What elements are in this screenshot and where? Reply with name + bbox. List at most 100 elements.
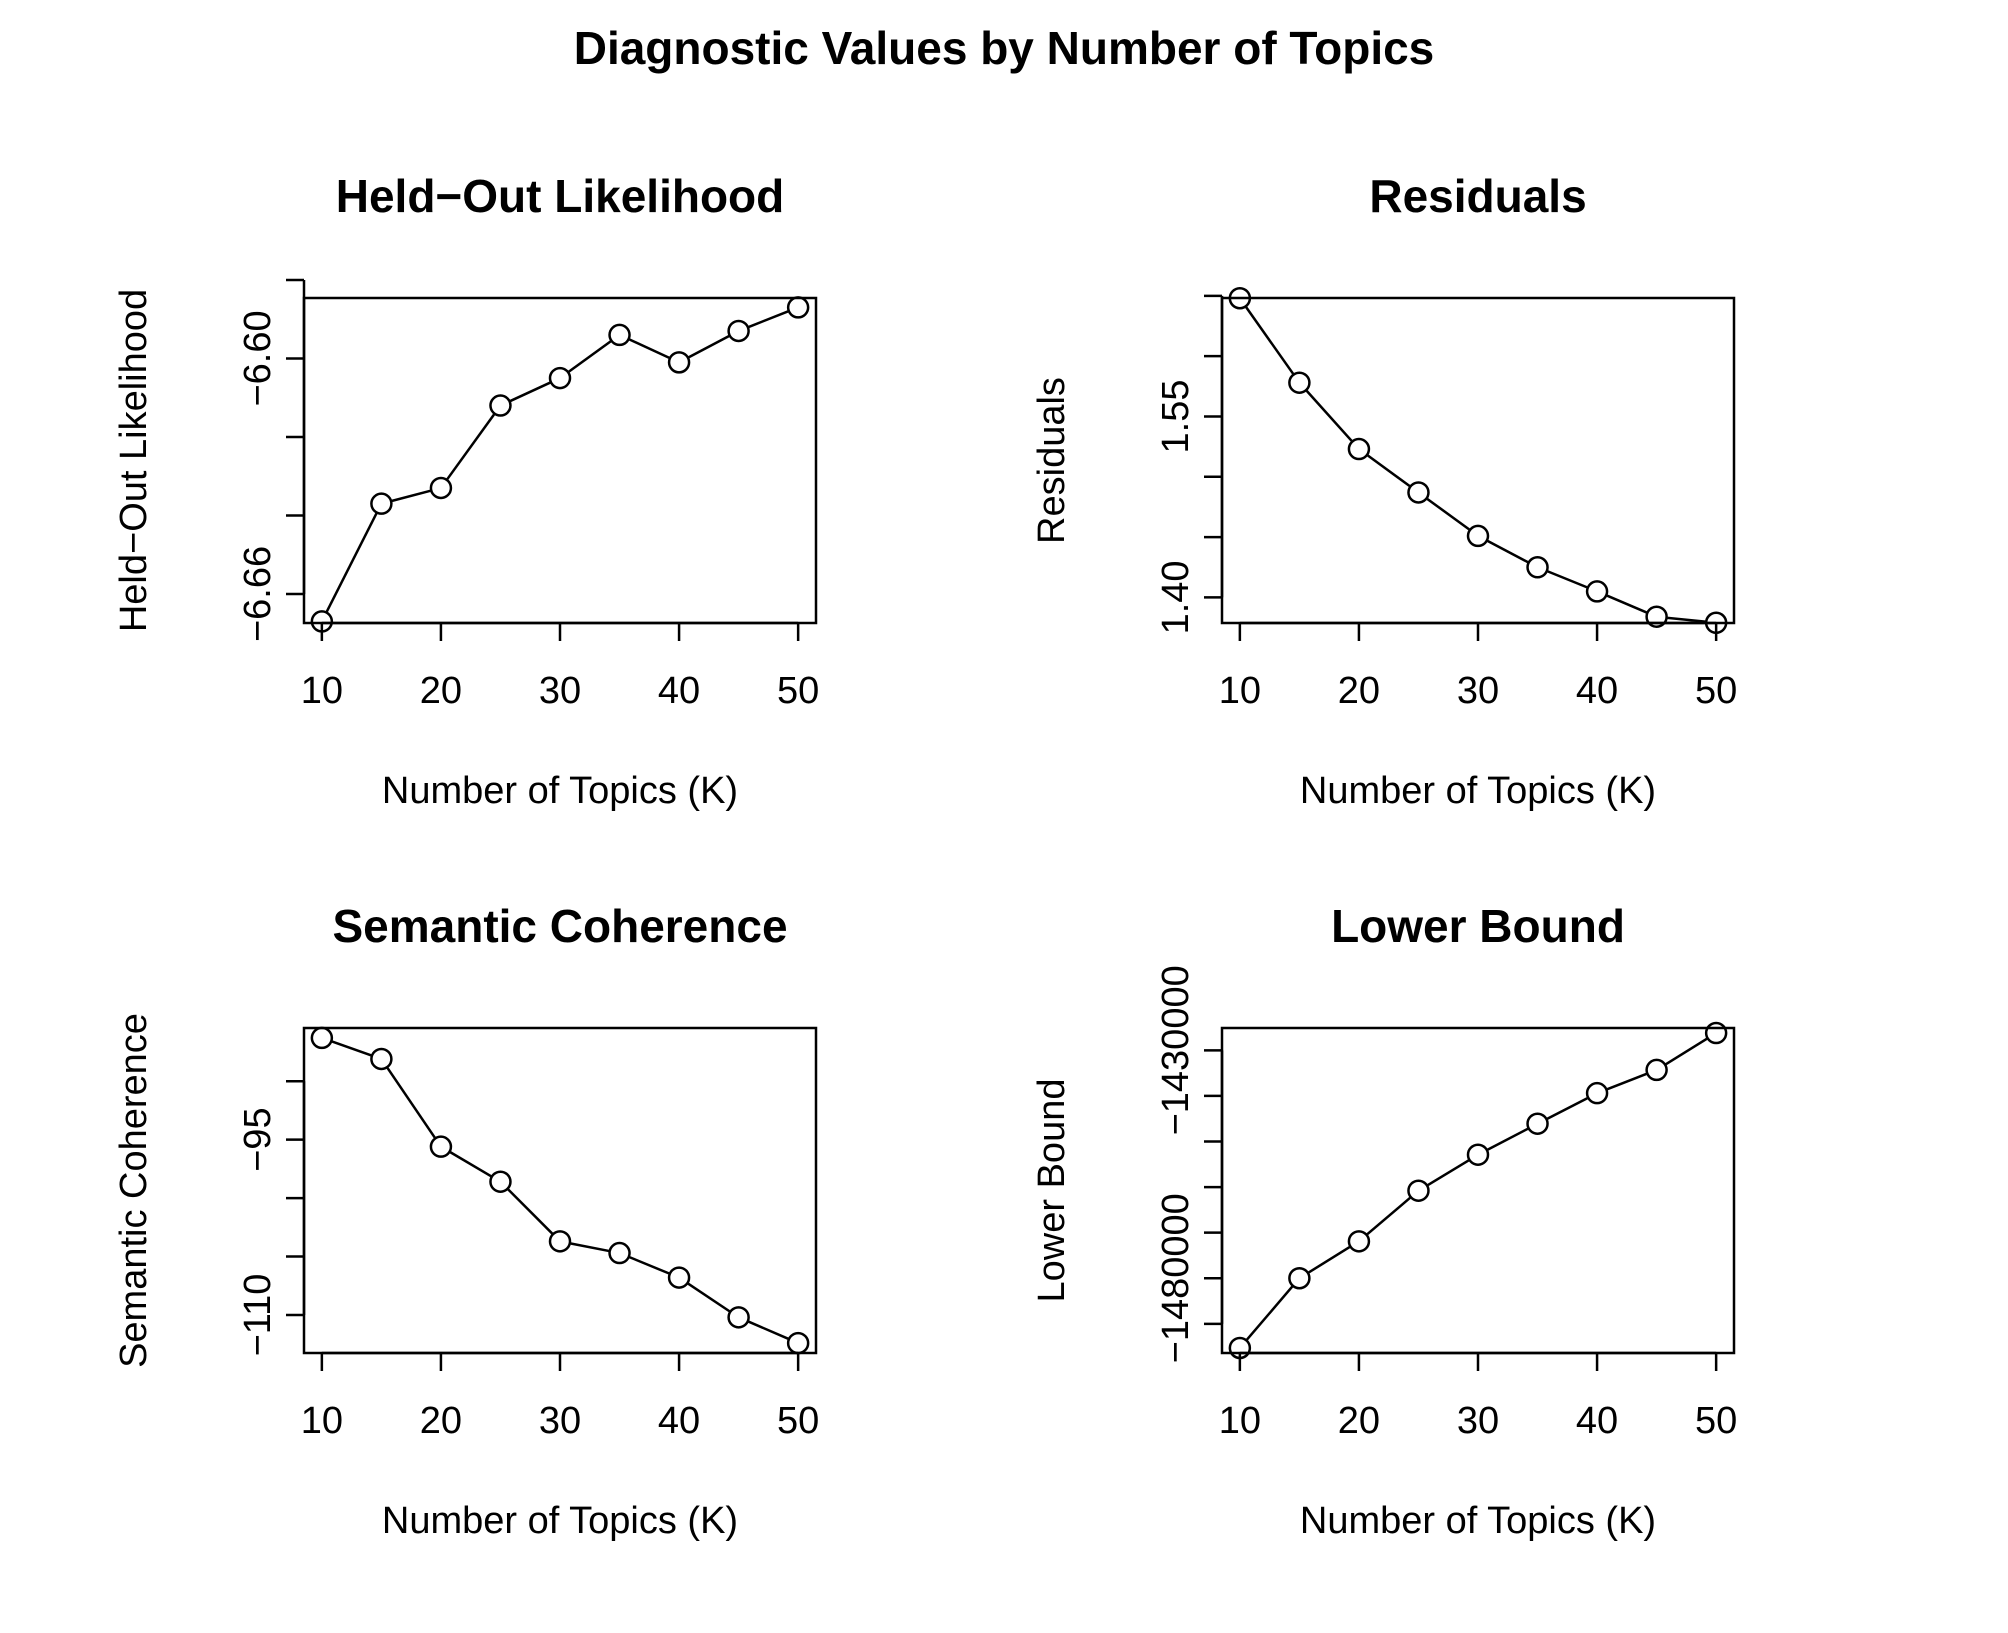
plot-frame bbox=[1220, 1026, 1736, 1355]
series-segment bbox=[1665, 1037, 1708, 1066]
data-point bbox=[370, 492, 393, 515]
x-axis-label: Number of Topics (K) bbox=[1300, 770, 1656, 812]
data-point bbox=[1585, 1081, 1609, 1105]
series-segment bbox=[1366, 1196, 1411, 1236]
y-axis-label: Lower Bound bbox=[1031, 1079, 1073, 1303]
y-tick-label: 1.40 bbox=[1155, 560, 1197, 634]
x-tick-label: 50 bbox=[1695, 1400, 1737, 1442]
plot-frame bbox=[302, 296, 818, 625]
panel-title: Lower Bound bbox=[1331, 900, 1625, 952]
series-segment bbox=[568, 340, 612, 373]
x-tick-label: 30 bbox=[539, 670, 581, 712]
x-tick-label: 40 bbox=[1576, 1400, 1618, 1442]
data-point bbox=[786, 296, 810, 319]
series-segment bbox=[446, 413, 496, 480]
panel-1: Held−Out Likelihood 10 20 30 40 50 −6.66 −6.60 N… bbox=[113, 170, 819, 812]
data-point bbox=[310, 1026, 334, 1050]
data-point bbox=[1228, 286, 1252, 310]
data-point bbox=[548, 366, 572, 390]
x-tick-label: 50 bbox=[777, 1400, 819, 1442]
data-point bbox=[1526, 1112, 1549, 1135]
x-tick-label: 10 bbox=[301, 1400, 343, 1442]
panel-title: Residuals bbox=[1369, 170, 1586, 222]
y-tick-label: −110 bbox=[237, 1274, 279, 1357]
y-tick-label: −1480000 bbox=[1155, 1193, 1197, 1363]
series-segment bbox=[1606, 594, 1647, 614]
y-axis-label: Semantic Coherence bbox=[113, 1013, 155, 1368]
series-segment bbox=[331, 1040, 372, 1057]
series-segment bbox=[688, 334, 730, 359]
panels: Held−Out Likelihood 10 20 30 40 50 −6.66 −6.60 N… bbox=[113, 170, 1737, 1542]
data-point bbox=[1347, 1230, 1371, 1253]
x-tick-label: 50 bbox=[777, 670, 819, 712]
series-segment bbox=[570, 1242, 609, 1253]
data-point bbox=[1585, 580, 1609, 603]
series-segment bbox=[1487, 1127, 1529, 1151]
series-segment bbox=[748, 1320, 789, 1340]
data-point bbox=[548, 1230, 572, 1253]
x-tick-label: 50 bbox=[1695, 670, 1737, 712]
data-point bbox=[489, 394, 512, 417]
data-point bbox=[310, 610, 334, 633]
data-point bbox=[667, 1266, 691, 1289]
x-axis-label: Number of Topics (K) bbox=[382, 770, 738, 812]
data-point bbox=[1407, 1179, 1430, 1202]
x-tick-label: 20 bbox=[420, 1400, 462, 1442]
series-segment bbox=[325, 512, 378, 613]
series-segment bbox=[1246, 1285, 1294, 1341]
data-point bbox=[608, 1241, 631, 1265]
data-point bbox=[1288, 1266, 1311, 1290]
x-tick-label: 20 bbox=[1338, 1400, 1380, 1442]
x-tick-label: 40 bbox=[658, 670, 700, 712]
data-point bbox=[1704, 611, 1728, 635]
data-point bbox=[608, 323, 631, 347]
series-segment bbox=[1305, 390, 1353, 442]
series-segment bbox=[1426, 497, 1470, 531]
panel-3: Semantic Coherence 10 20 30 40 50 −110 −95 Numbe… bbox=[113, 900, 819, 1542]
series-segment bbox=[1547, 570, 1588, 589]
y-tick-label: −1430000 bbox=[1155, 965, 1197, 1135]
data-point bbox=[1645, 1058, 1668, 1082]
panel-title: Semantic Coherence bbox=[332, 900, 787, 952]
x-tick-label: 30 bbox=[1457, 670, 1499, 712]
data-point bbox=[429, 476, 453, 500]
data-point bbox=[1407, 481, 1430, 504]
data-point bbox=[489, 1170, 512, 1193]
series-segment bbox=[386, 1067, 436, 1139]
series-segment bbox=[687, 1282, 731, 1313]
series-segment bbox=[1487, 539, 1529, 564]
figure-title: Diagnostic Values by Number of Topics bbox=[574, 22, 1435, 74]
x-tick-label: 20 bbox=[420, 670, 462, 712]
data-point bbox=[1288, 371, 1311, 394]
x-tick-label: 10 bbox=[1219, 670, 1261, 712]
x-tick-label: 30 bbox=[539, 1400, 581, 1442]
series-segment bbox=[1606, 1072, 1647, 1091]
series-segment bbox=[449, 1151, 492, 1178]
panel-4: Lower Bound 10 20 30 40 50 −1480000 −1430000 Num… bbox=[1031, 900, 1737, 1542]
data-point bbox=[727, 319, 750, 343]
plot-frame bbox=[1220, 296, 1736, 625]
data-point bbox=[667, 351, 691, 374]
data-point bbox=[1228, 1336, 1252, 1360]
series-segment bbox=[1427, 1159, 1470, 1187]
x-tick-label: 40 bbox=[1576, 670, 1618, 712]
series-segment bbox=[628, 338, 670, 359]
plot-frame bbox=[302, 1026, 818, 1355]
x-tick-label: 20 bbox=[1338, 670, 1380, 712]
x-tick-label: 40 bbox=[658, 1400, 700, 1442]
data-point bbox=[1645, 605, 1668, 628]
series-segment bbox=[1667, 616, 1706, 623]
data-point bbox=[727, 1306, 750, 1329]
data-point bbox=[1466, 1143, 1490, 1166]
x-axis-label: Number of Topics (K) bbox=[382, 1500, 738, 1542]
series-segment bbox=[1546, 1097, 1588, 1120]
series-segment bbox=[629, 1256, 670, 1275]
data-point bbox=[1347, 437, 1371, 461]
data-point bbox=[1704, 1021, 1728, 1045]
data-point bbox=[786, 1331, 810, 1355]
data-point bbox=[1526, 556, 1549, 579]
x-tick-label: 10 bbox=[1219, 1400, 1261, 1442]
data-point bbox=[370, 1047, 393, 1071]
series-segment bbox=[1308, 1246, 1351, 1274]
